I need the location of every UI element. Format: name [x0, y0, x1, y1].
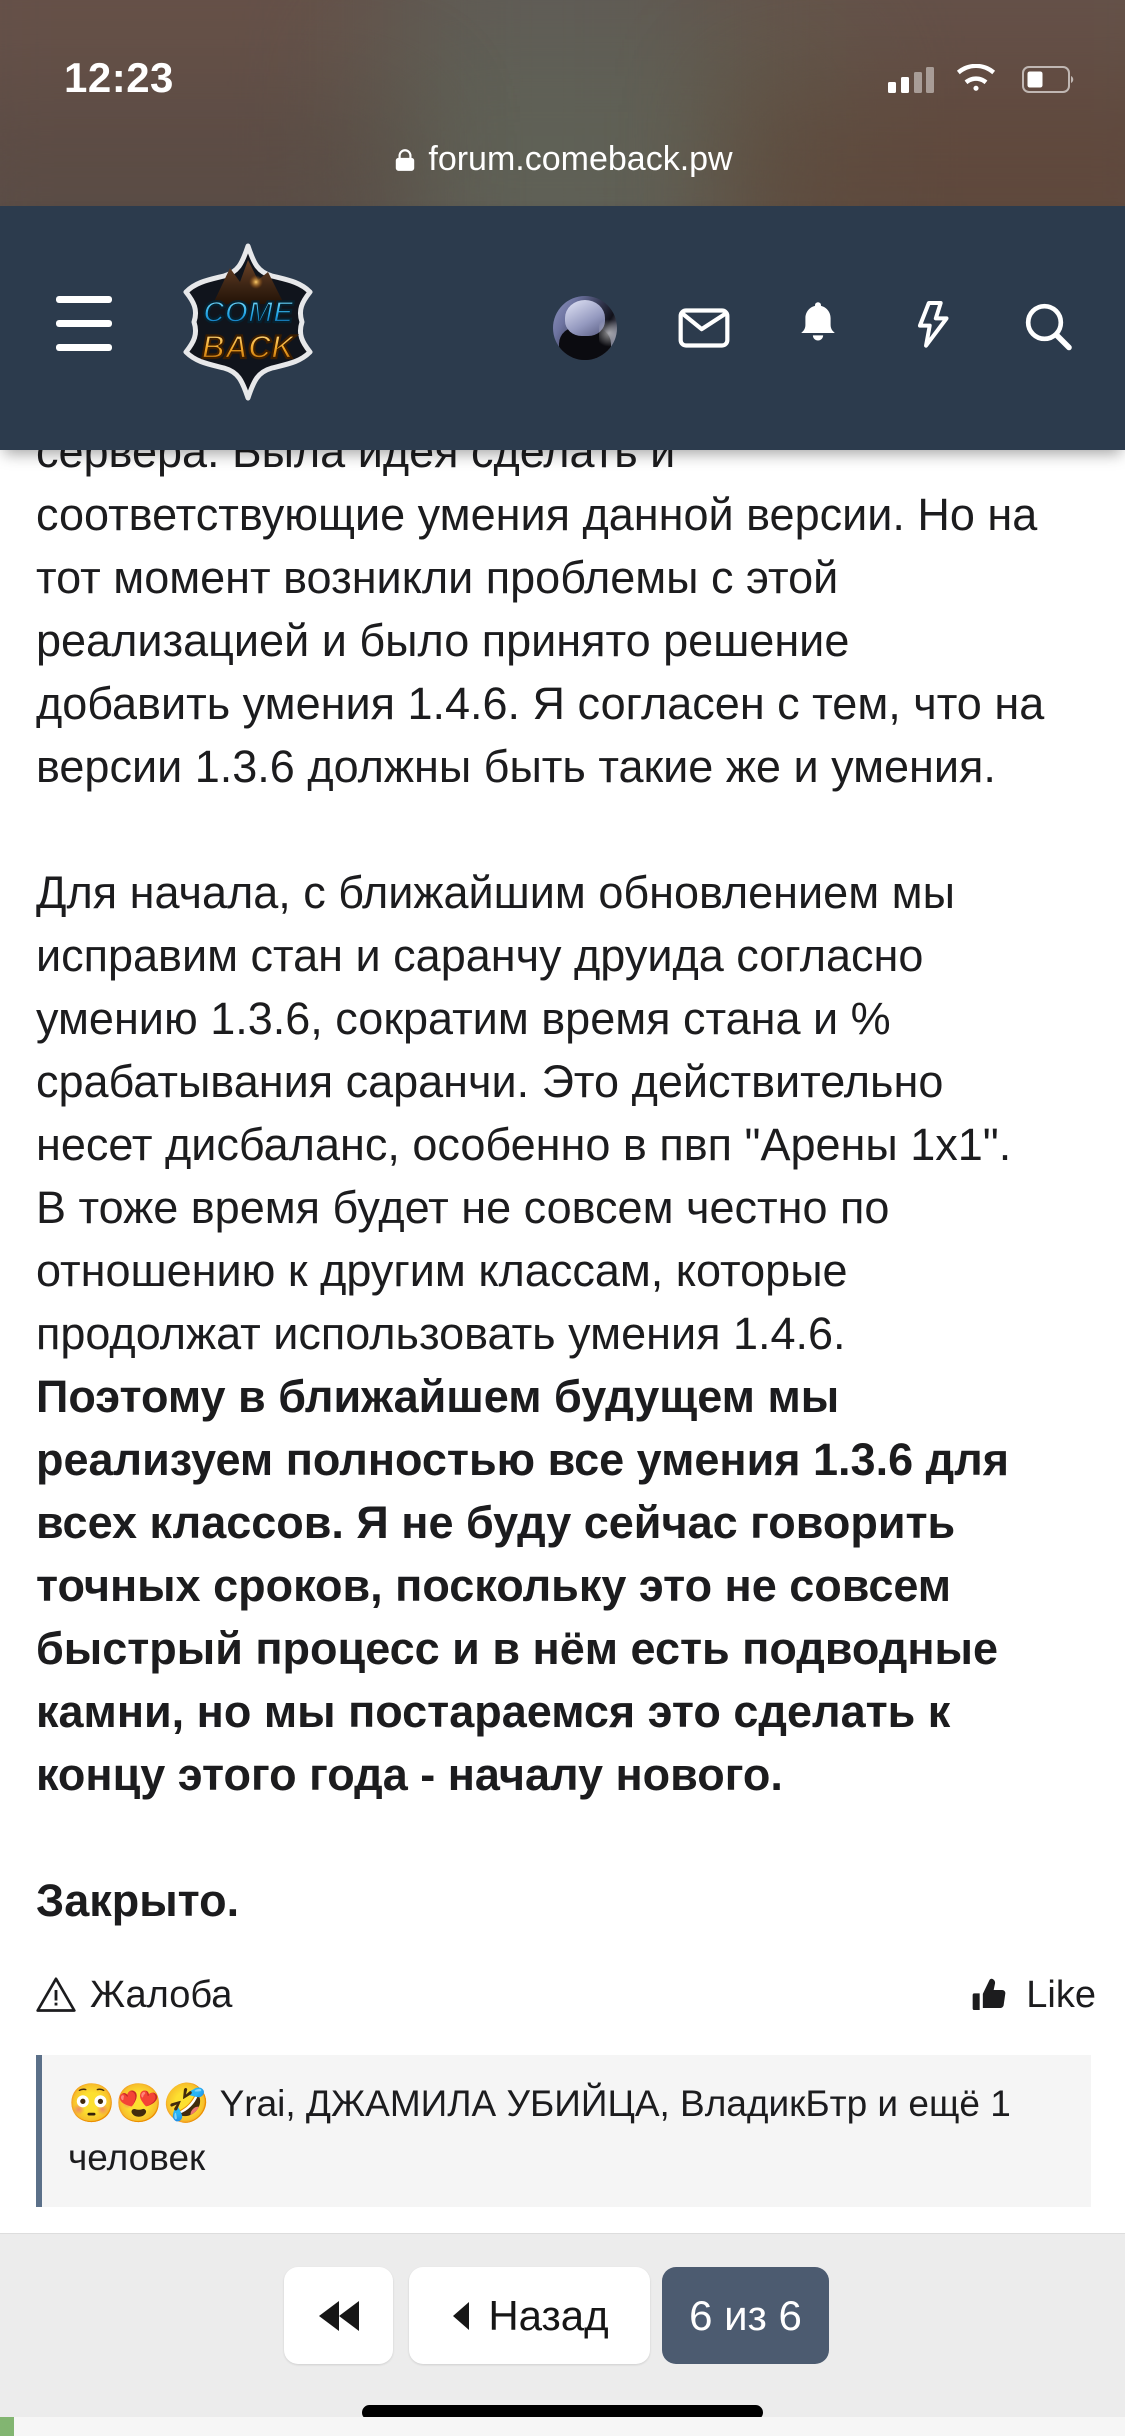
svg-text:BACK: BACK — [202, 329, 297, 365]
svg-text:COME: COME — [203, 296, 294, 329]
